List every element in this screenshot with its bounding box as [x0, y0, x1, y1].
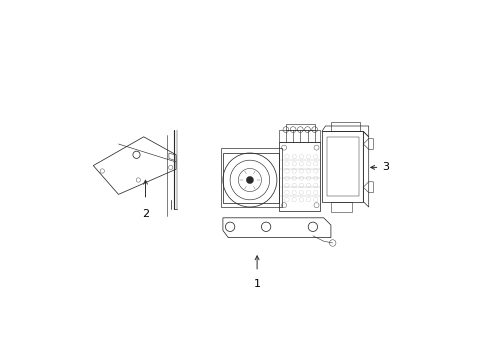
Text: 3: 3 [381, 162, 388, 172]
Circle shape [246, 176, 253, 184]
Text: 1: 1 [253, 279, 260, 289]
Text: 2: 2 [142, 209, 149, 219]
